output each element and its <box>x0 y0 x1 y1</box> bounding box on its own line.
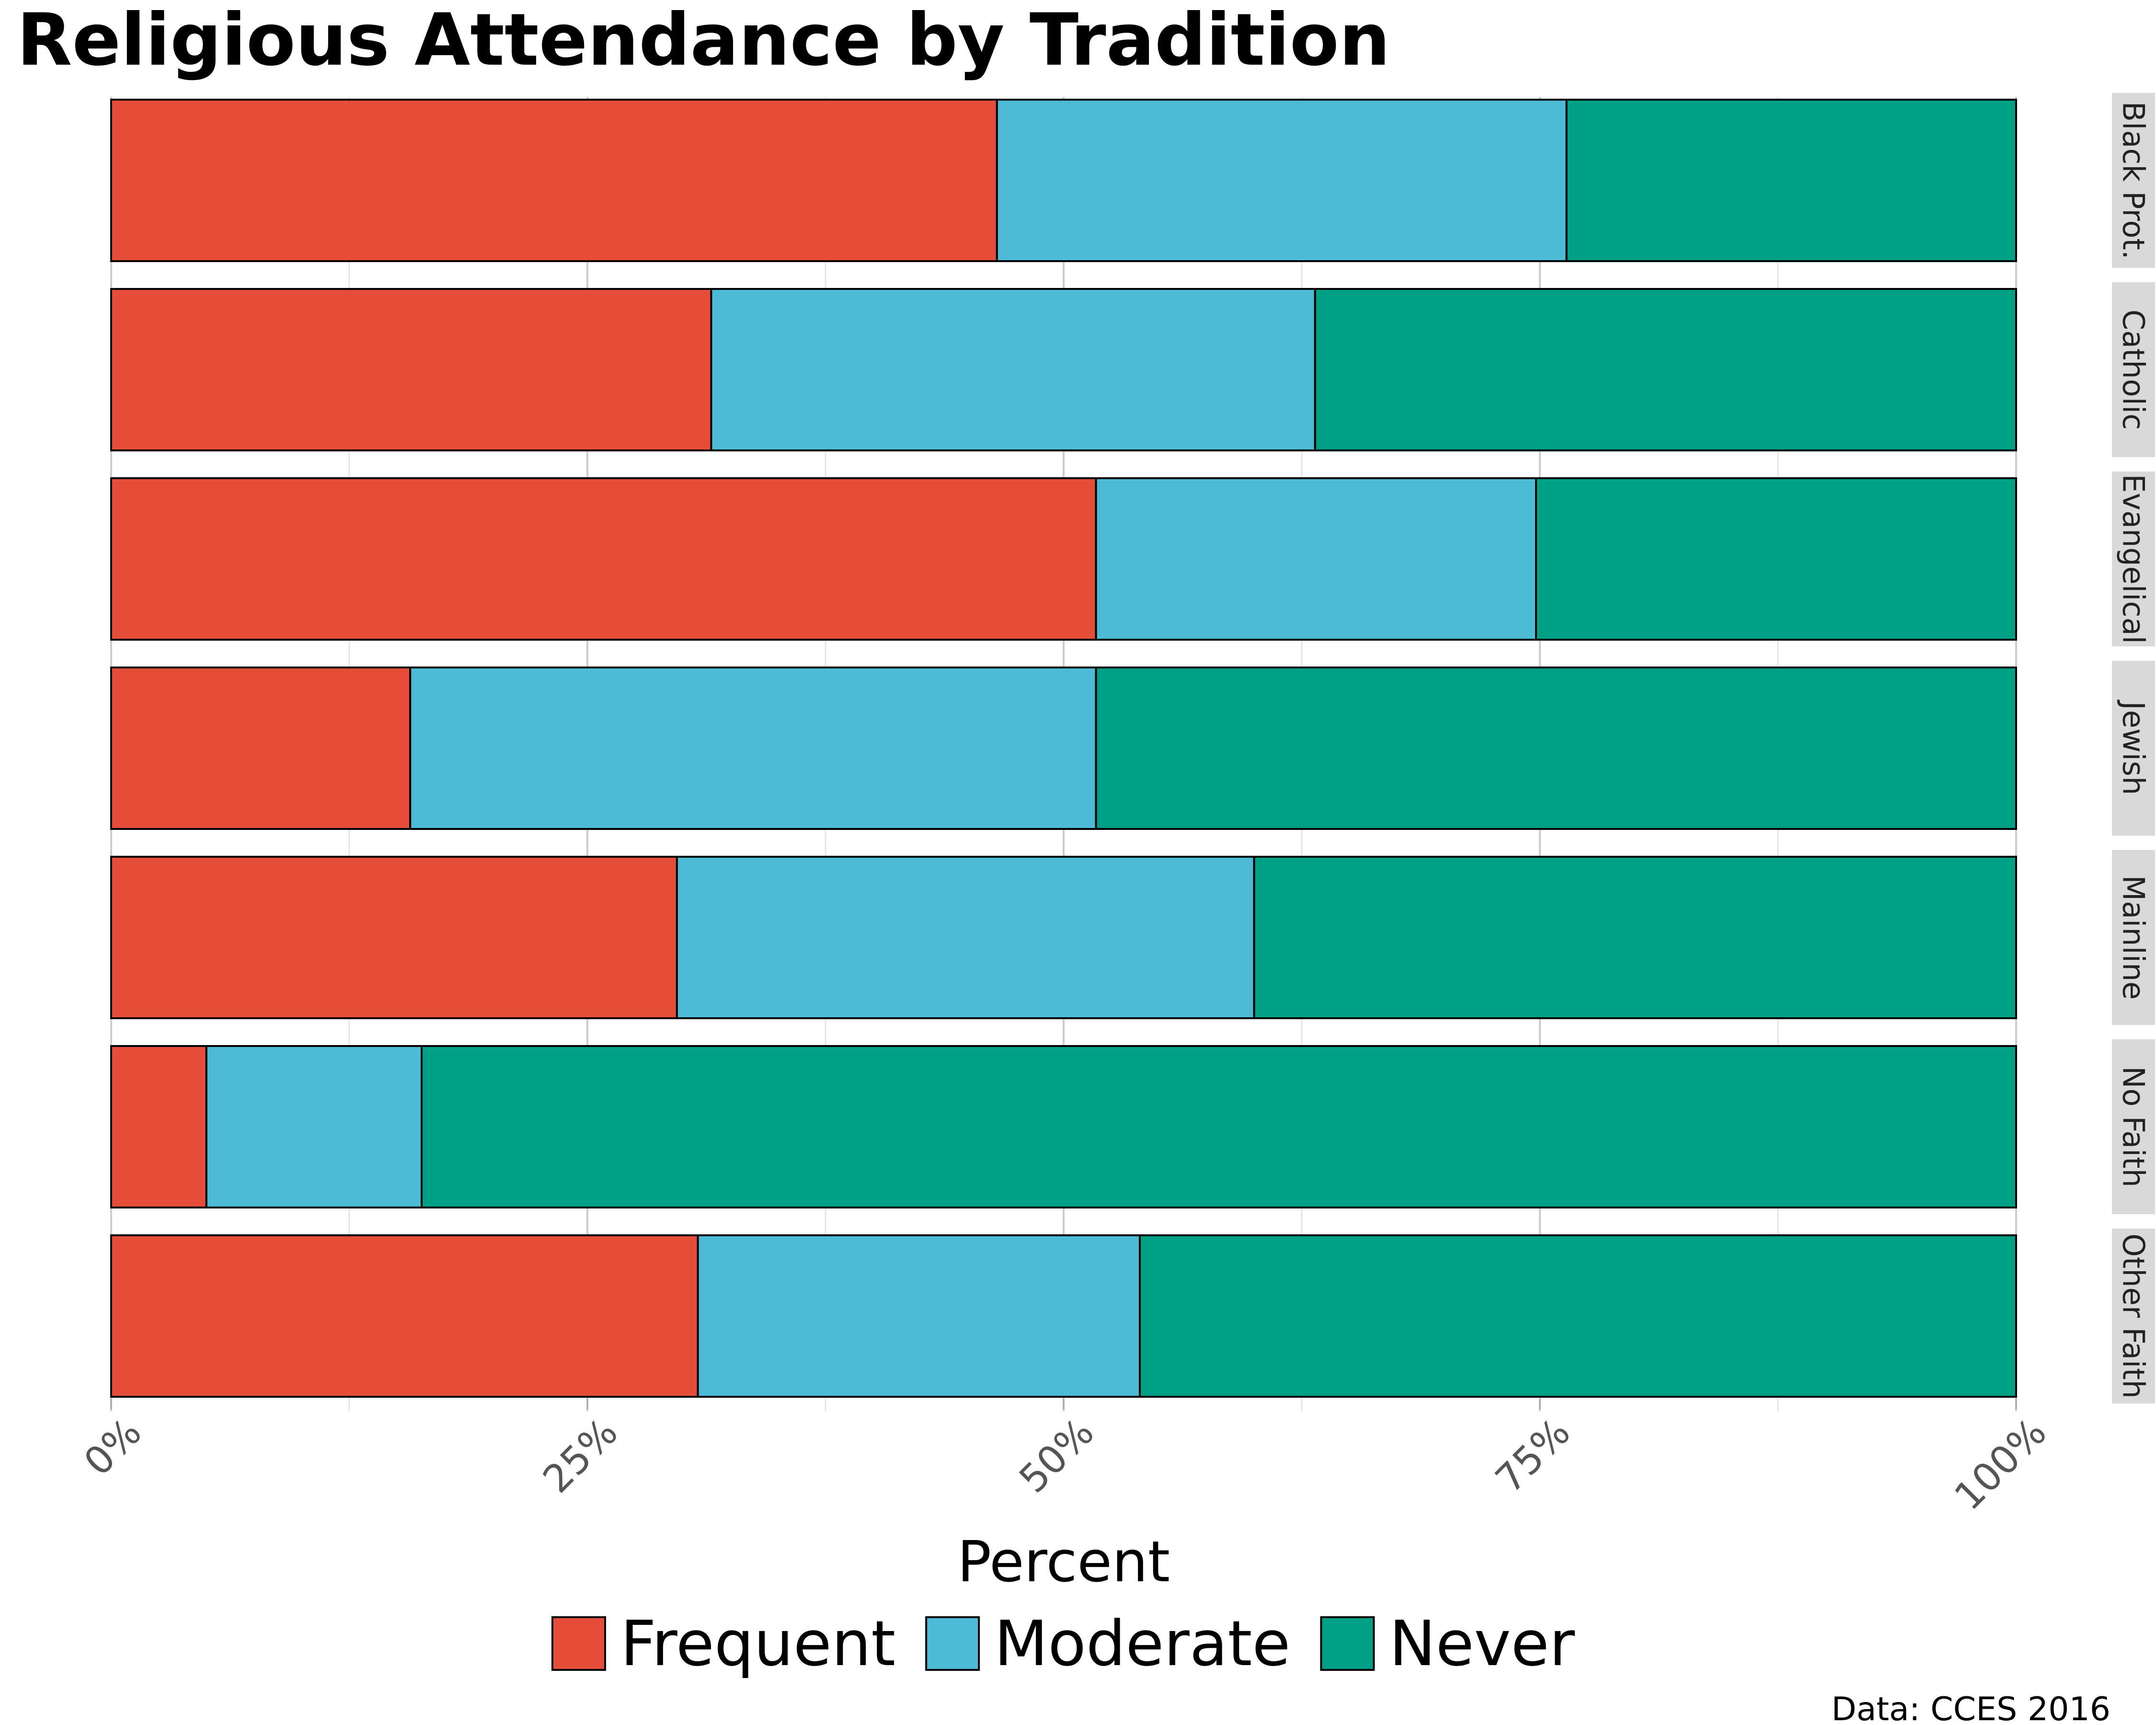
facet-strips: Black Prot. Catholic Evangelical Jewish Main… <box>2112 93 2155 1403</box>
bar-mainline-frequent <box>110 856 678 1019</box>
x-axis-ticks: 0% 25% 50% 75% 100% <box>75 1399 2055 1519</box>
legend-label-frequent: Frequent <box>620 1607 895 1680</box>
legend: Frequent Moderate Never <box>551 1607 1575 1680</box>
bar-jewish-frequent <box>110 667 412 830</box>
bar-catholic-moderate <box>710 288 1316 451</box>
x-tick-label-4: 100% <box>1946 1410 2054 1518</box>
bar-black-prot-never <box>1565 99 2018 262</box>
x-tick-label-2: 50% <box>1010 1410 1102 1501</box>
bar-no-faith-frequent <box>110 1045 207 1208</box>
bar-catholic-never <box>1314 288 2017 451</box>
facet-label-other-faith: Other Faith <box>2116 1233 2151 1399</box>
x-tick-label-0: 0% <box>75 1410 150 1484</box>
bar-no-faith-never <box>421 1045 2018 1208</box>
legend-item-moderate: Moderate <box>925 1607 1290 1680</box>
bar-evangelical-frequent <box>110 477 1097 641</box>
legend-item-never: Never <box>1320 1607 1575 1680</box>
bar-evangelical-never <box>1535 477 2018 641</box>
x-axis-title: Percent <box>957 1529 1170 1595</box>
facet-strip-black-prot <box>2112 93 2155 268</box>
facet-label-no-faith: No Faith <box>2116 1066 2151 1187</box>
legend-item-frequent: Frequent <box>551 1607 895 1680</box>
facet-strip-mainline <box>2112 850 2155 1025</box>
bars <box>110 99 2018 1398</box>
facet-strip-jewish <box>2112 661 2155 836</box>
bar-jewish-moderate <box>409 667 1097 830</box>
facet-label-catholic: Catholic <box>2116 310 2151 430</box>
facet-strip-other-faith <box>2112 1229 2155 1403</box>
facet-label-evangelical: Evangelical <box>2116 474 2151 644</box>
legend-label-moderate: Moderate <box>994 1607 1290 1680</box>
legend-key-never <box>1320 1616 1375 1671</box>
bar-no-faith-moderate <box>205 1045 423 1208</box>
facet-label-black-prot: Black Prot. <box>2116 102 2151 260</box>
bar-black-prot-moderate <box>996 99 1568 262</box>
facet-label-jewish: Jewish <box>2116 700 2151 795</box>
x-tick-label-3: 75% <box>1487 1410 1578 1501</box>
chart-title: Religious Attendance by Tradition <box>17 0 1390 82</box>
facet-strip-no-faith <box>2112 1039 2155 1214</box>
legend-key-moderate <box>925 1616 980 1671</box>
legend-key-frequent <box>551 1616 606 1671</box>
bar-mainline-never <box>1253 856 2018 1019</box>
bar-mainline-moderate <box>676 856 1255 1019</box>
x-tick-label-1: 25% <box>534 1410 626 1501</box>
bar-black-prot-frequent <box>110 99 998 262</box>
bar-other-faith-frequent <box>110 1234 699 1398</box>
bar-jewish-never <box>1095 667 2017 830</box>
bar-other-faith-never <box>1139 1234 2017 1398</box>
chart-caption: Data: CCES 2016 <box>1831 1690 2110 1725</box>
facet-strip-catholic <box>2112 282 2155 457</box>
bar-evangelical-moderate <box>1095 477 1537 641</box>
bar-other-faith-moderate <box>697 1234 1141 1398</box>
legend-label-never: Never <box>1389 1607 1575 1680</box>
bar-catholic-frequent <box>110 288 712 451</box>
facet-label-mainline: Mainline <box>2116 875 2151 1000</box>
facet-strip-evangelical <box>2112 472 2155 646</box>
